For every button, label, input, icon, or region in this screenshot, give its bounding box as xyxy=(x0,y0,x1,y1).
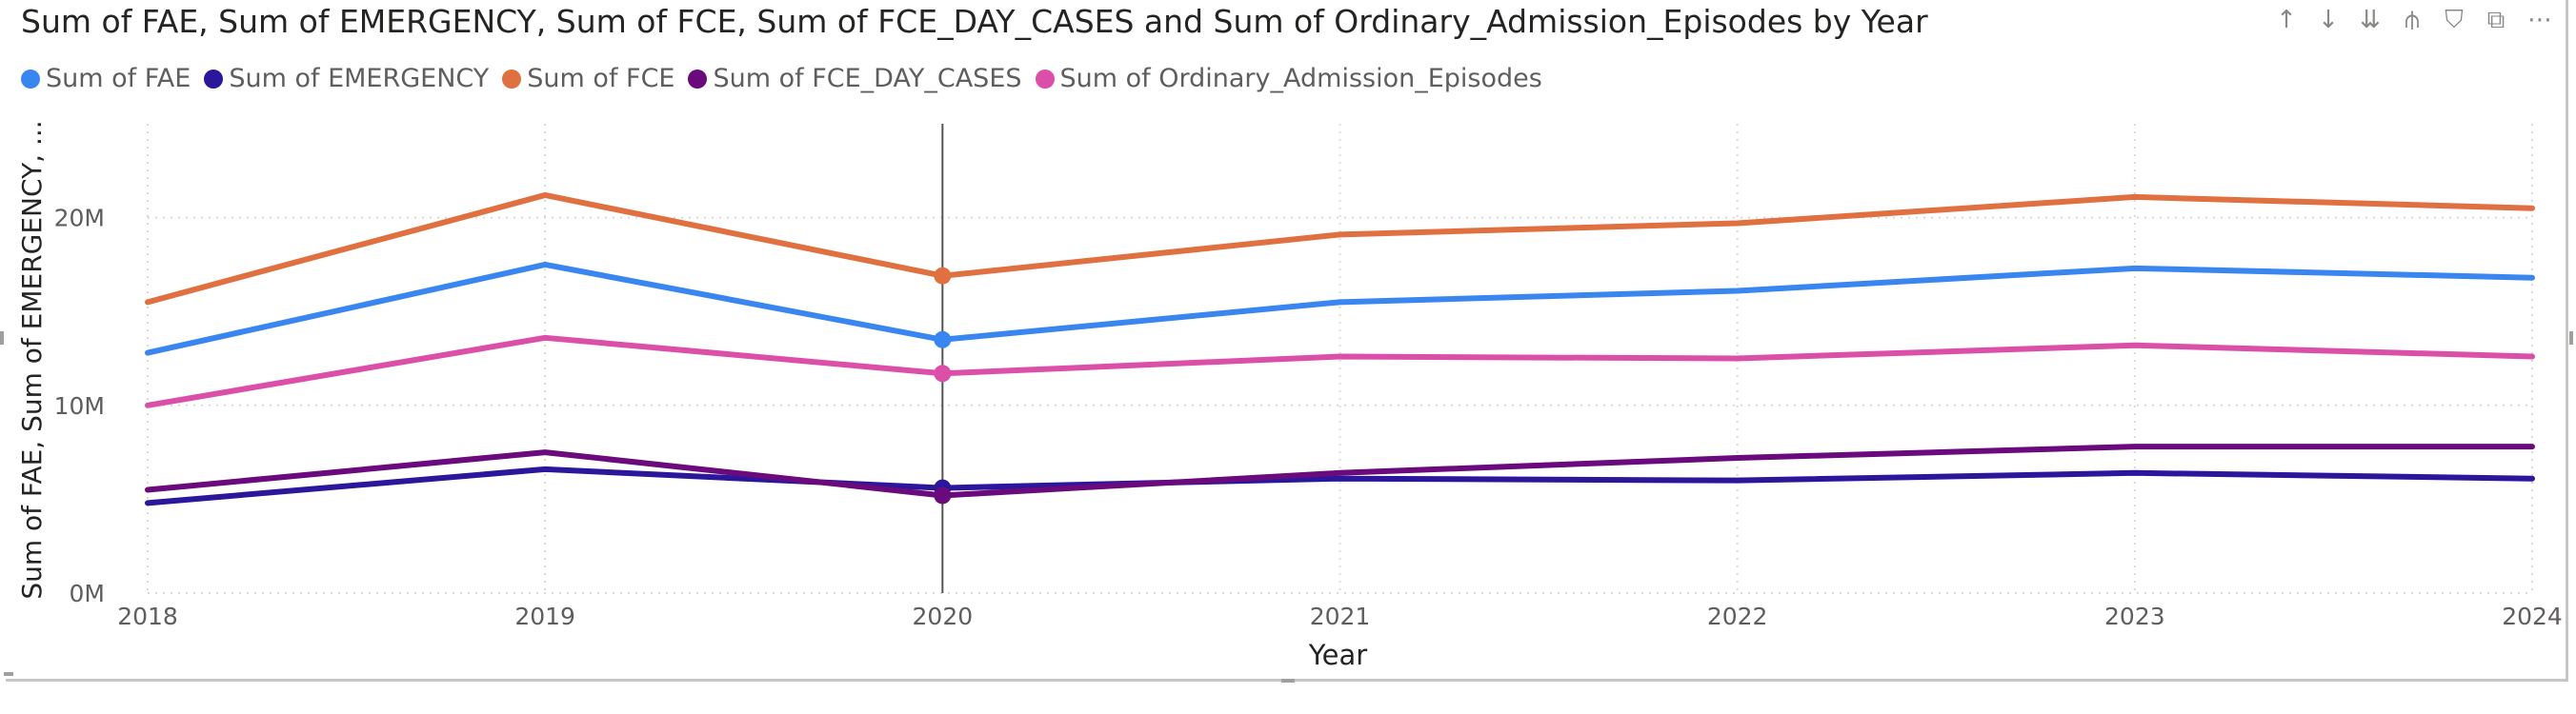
series-line xyxy=(145,191,2535,306)
chart-title: Sum of FAE, Sum of EMERGENCY, Sum of FCE… xyxy=(21,3,1928,40)
legend-label: Sum of FCE_DAY_CASES xyxy=(713,64,1022,93)
line-chart-visual[interactable]: Sum of FAE, Sum of EMERGENCY, Sum of FCE… xyxy=(6,0,2568,682)
x-tick-label: 2019 xyxy=(514,603,575,630)
data-point-marker xyxy=(934,486,952,505)
legend-label: Sum of Ordinary_Admission_Episodes xyxy=(1059,64,1542,93)
x-tick-label: 2020 xyxy=(913,603,974,630)
x-tick-label: 2021 xyxy=(1310,603,1371,630)
data-point-marker xyxy=(934,330,952,348)
expand-all-icon[interactable]: ⇊ xyxy=(2360,6,2381,34)
legend-marker-icon xyxy=(21,69,40,89)
focus-mode-icon[interactable]: ⧉ xyxy=(2486,6,2506,34)
x-axis-title: Year xyxy=(1308,639,1367,671)
resize-handle-right[interactable] xyxy=(2569,331,2573,345)
resize-handle-bottom-left[interactable] xyxy=(4,672,13,676)
series-line xyxy=(145,261,2535,356)
legend-marker-icon xyxy=(688,69,708,89)
y-axis-title: Sum of FAE, Sum of EMERGENCY, ... xyxy=(16,120,48,599)
legend-label: Sum of EMERGENCY xyxy=(229,64,490,93)
legend-item[interactable]: Sum of FCE_DAY_CASES xyxy=(688,61,1022,97)
data-point-marker xyxy=(934,365,952,383)
series-line xyxy=(145,334,2535,408)
x-tick-label: 2022 xyxy=(1707,603,1768,630)
series-line xyxy=(145,466,2535,506)
legend-item[interactable]: Sum of FAE xyxy=(21,61,191,97)
x-tick-label: 2018 xyxy=(117,603,178,630)
legend-item[interactable]: Sum of EMERGENCY xyxy=(204,61,489,97)
more-options-icon[interactable]: ⋯ xyxy=(2527,6,2552,34)
legend-marker-icon xyxy=(204,69,224,89)
y-tick-label: 10M xyxy=(54,392,105,420)
drill-down-icon[interactable]: ↓ xyxy=(2318,6,2339,34)
chart-legend: Sum of FAE Sum of EMERGENCY Sum of FCE Sum … xyxy=(21,61,1556,97)
resize-handle-bottom[interactable] xyxy=(1281,679,1295,683)
drill-up-icon[interactable]: ↑ xyxy=(2276,6,2297,34)
legend-item[interactable]: Sum of FCE xyxy=(502,61,674,97)
x-tick-label: 2023 xyxy=(2104,603,2165,630)
legend-label: Sum of FAE xyxy=(46,64,191,93)
series-line xyxy=(145,444,2535,499)
legend-marker-icon xyxy=(1035,69,1055,89)
y-tick-label: 0M xyxy=(70,580,105,607)
legend-item[interactable]: Sum of Ordinary_Admission_Episodes xyxy=(1035,61,1542,97)
expand-hierarchy-icon[interactable]: ⫛ xyxy=(2405,6,2420,34)
legend-marker-icon xyxy=(502,69,522,89)
legend-label: Sum of FCE xyxy=(527,64,675,93)
x-tick-label: 2024 xyxy=(2502,603,2563,630)
filter-icon[interactable]: ⛉ xyxy=(2445,6,2464,34)
data-point-marker xyxy=(934,267,952,285)
y-tick-label: 20M xyxy=(54,205,105,232)
resize-handle-left[interactable] xyxy=(0,331,4,345)
visual-toolbar: ↑ ↓ ⇊ ⫛ ⛉ ⧉ ⋯ xyxy=(2276,4,2552,36)
